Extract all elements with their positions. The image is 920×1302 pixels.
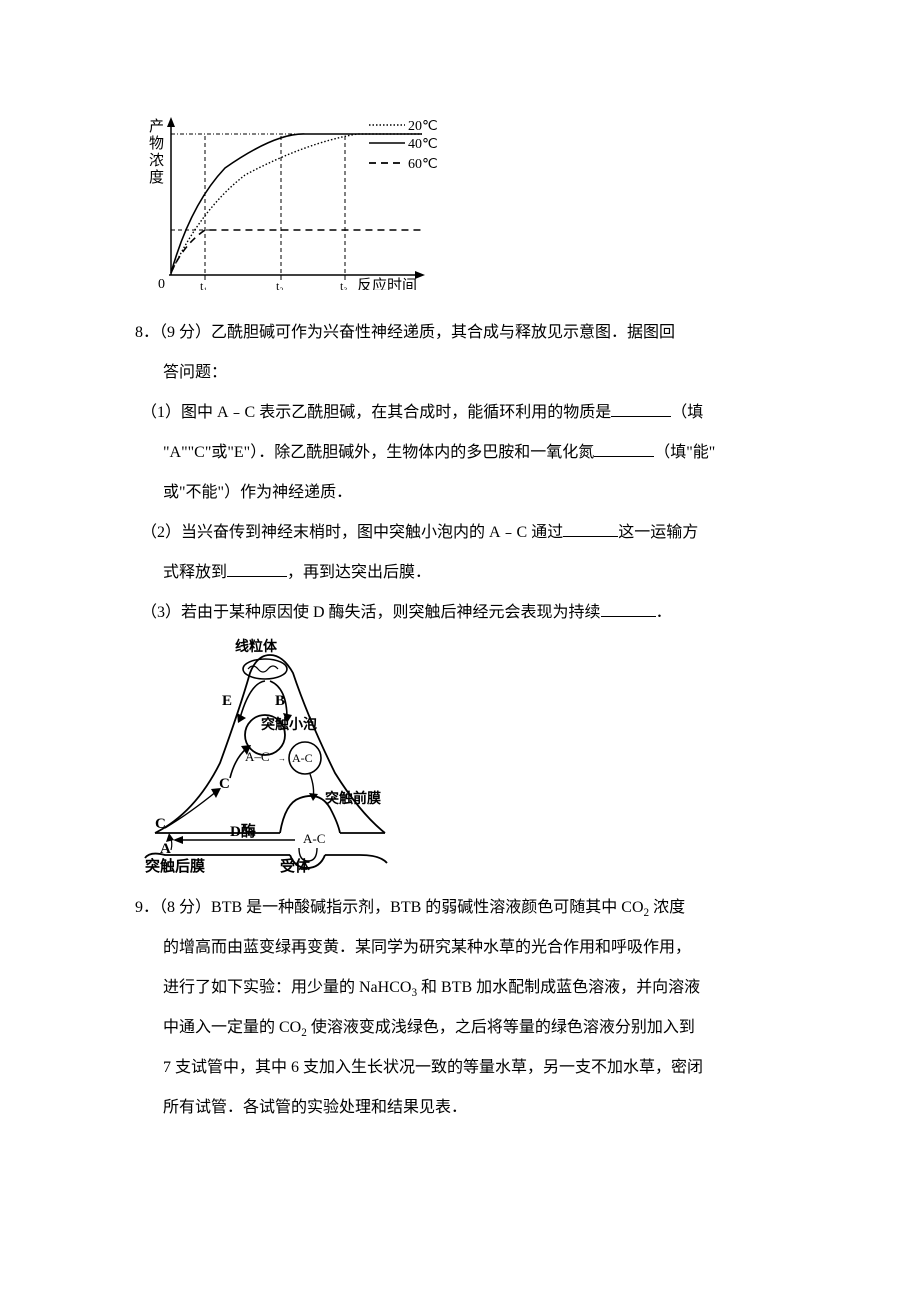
label-receptor: 受体 — [280, 857, 311, 873]
q8-blank-1 — [611, 401, 671, 417]
q8-p3-line1: （3）若由于某种原因使 D 酶失活，则突触后神经元会表现为持续． — [135, 593, 805, 633]
q8-p1-line1: （1）图中 A﹣C 表示乙酰胆碱，在其合成时，能循环利用的物质是（填 — [135, 393, 805, 433]
q8-number: 8 — [135, 324, 143, 341]
x-axis-label: 反应时间 — [357, 276, 417, 290]
label-b: B — [275, 693, 285, 709]
legend-20c: 20℃ — [408, 119, 438, 134]
y-axis-char-2: 物 — [149, 135, 164, 152]
q8-p2-line1: （2）当兴奋传到神经末梢时，图中突触小泡内的 A﹣C 通过这一运输方 — [135, 513, 805, 553]
label-d-enzyme: D酶 — [230, 822, 256, 840]
label-vesicle: 突触小泡 — [261, 716, 317, 733]
curve-40c — [171, 134, 422, 273]
curve-60c — [171, 230, 422, 273]
label-mitochondrion: 线粒体 — [235, 638, 278, 655]
q8-p1-line3: 或"不能"）作为神经递质． — [135, 473, 805, 513]
xtick-t3: t₃ — [340, 279, 348, 290]
label-ac-in: A–C — [245, 749, 270, 764]
label-ac-circle: A-C — [292, 751, 313, 765]
q8-points: （9 分） — [159, 324, 211, 341]
legend-60c: 60℃ — [408, 157, 438, 172]
q9-stem-line4: 中通入一定量的 CO2 使溶液变成浅绿色，之后将等量的绿色溶液分别加入到 — [135, 1008, 805, 1048]
q8-blank-5 — [601, 601, 656, 617]
q9-stem-line3: 进行了如下实验：用少量的 NaHCO3 和 BTB 加水配制成蓝色溶液，并向溶液 — [135, 968, 805, 1008]
svg-text:→: → — [278, 754, 286, 763]
q8-stem-line2: 答问题： — [135, 353, 805, 393]
q8-blank-2 — [594, 441, 654, 457]
q9-stem-line2: 的增高而由蓝变绿再变黄．某同学为研究某种水草的光合作用和呼吸作用， — [135, 928, 805, 968]
q9-points: （8 分） — [159, 899, 211, 916]
label-presynaptic: 突触前膜 — [325, 790, 381, 807]
q8-blank-3 — [563, 521, 618, 537]
label-postsynaptic: 突触后膜 — [145, 857, 205, 873]
synapse-diagram: 线粒体 E B 突触小泡 A–C → A-C C — [135, 633, 805, 878]
legend-40c: 40℃ — [408, 137, 438, 152]
q8-stem-line1: 8．（9 分）乙酰胆碱可作为兴奋性神经递质，其合成与释放见示意图．据图回 — [135, 313, 805, 353]
label-c-inside: C — [219, 776, 230, 792]
page: 产 物 浓 度 0 t₁ t₂ t₃ 反应时间 — [0, 0, 920, 1302]
q9-stem-line1: 9．（8 分）BTB 是一种酸碱指示剂，BTB 的弱碱性溶液颜色可随其中 CO2… — [135, 888, 805, 928]
q9-stem-line6: 所有试管．各试管的实验处理和结果见表． — [135, 1088, 805, 1128]
origin-label: 0 — [158, 277, 165, 290]
q9-stem-line5: 7 支试管中，其中 6 支加入生长状况一致的等量水草，另一支不加水草，密闭 — [135, 1048, 805, 1088]
label-c-edge: C — [155, 816, 166, 832]
q8-blank-4 — [227, 561, 287, 577]
y-axis-char-3: 浓 — [149, 152, 164, 169]
xtick-t1: t₁ — [200, 279, 208, 290]
label-ac-bottom: A-C — [303, 831, 325, 846]
q8-p2-line2: 式释放到，再到达突出后膜． — [135, 553, 805, 593]
y-axis-char-4: 度 — [149, 169, 164, 186]
xtick-t2: t₂ — [276, 279, 284, 290]
q8-p1-line2: "A""C"或"E"）．除乙酰胆碱外，生物体内的多巴胺和一氧化氮（填"能" — [135, 433, 805, 473]
q9-number: 9 — [135, 899, 143, 916]
curve-20c — [171, 134, 422, 273]
y-axis-char-1: 产 — [149, 118, 164, 135]
enzyme-chart: 产 物 浓 度 0 t₁ t₂ t₃ 反应时间 — [145, 115, 805, 295]
label-e: E — [222, 693, 232, 709]
